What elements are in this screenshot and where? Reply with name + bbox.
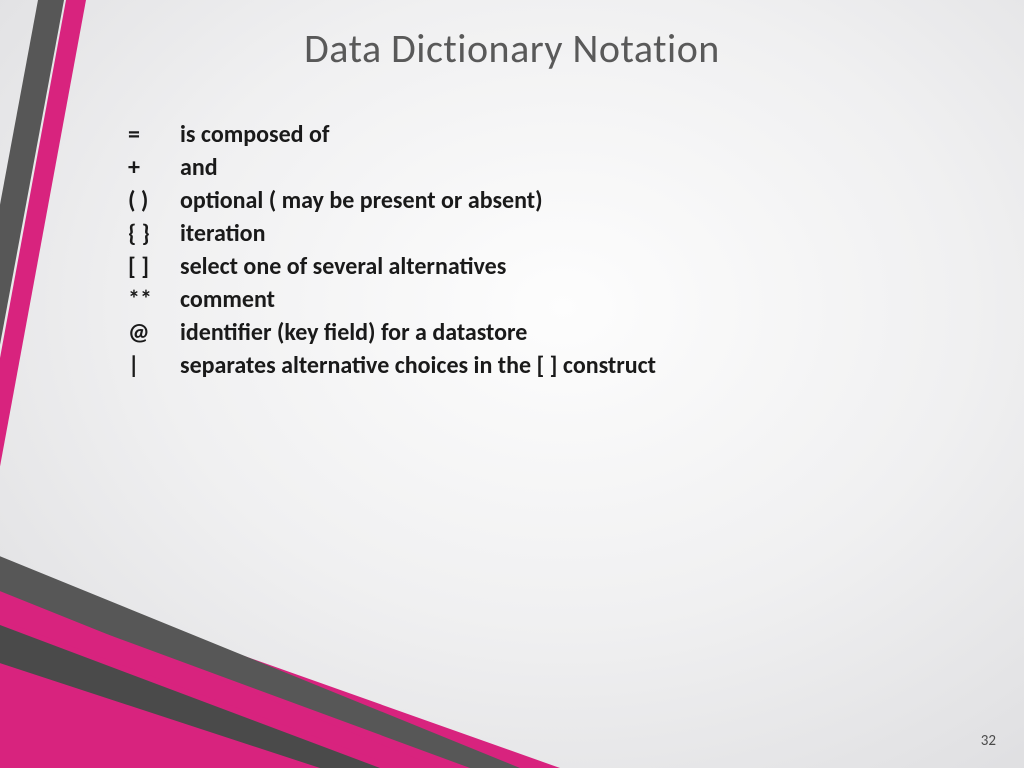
notation-description: comment — [180, 285, 275, 314]
notation-symbol: + — [128, 153, 180, 182]
notation-list: = is composed of + and ( ) optional ( ma… — [128, 120, 964, 384]
notation-symbol: { } — [128, 219, 180, 248]
slide-decoration — [0, 0, 1024, 768]
notation-symbol: = — [128, 120, 180, 149]
list-item: | separates alternative choices in the [… — [128, 351, 964, 380]
notation-description: optional ( may be present or absent) — [180, 186, 543, 215]
list-item: { } iteration — [128, 219, 964, 248]
notation-symbol: [ ] — [128, 252, 180, 281]
list-item: ( ) optional ( may be present or absent) — [128, 186, 964, 215]
list-item: [ ] select one of several alternatives — [128, 252, 964, 281]
list-item: @ identifier (key field) for a datastore — [128, 318, 964, 347]
notation-description: identifier (key field) for a datastore — [180, 318, 527, 347]
slide-title: Data Dictionary Notation — [0, 24, 1024, 73]
notation-description: select one of several alternatives — [180, 252, 506, 281]
notation-description: is composed of — [180, 120, 329, 149]
list-item: + and — [128, 153, 964, 182]
page-number: 32 — [981, 732, 996, 750]
notation-description: iteration — [180, 219, 265, 248]
notation-symbol: ( ) — [128, 186, 180, 215]
list-item: ** comment — [128, 285, 964, 314]
notation-description: and — [180, 153, 218, 182]
notation-symbol: ** — [128, 285, 180, 314]
notation-description: separates alternative choices in the [ ]… — [180, 351, 656, 380]
notation-symbol: @ — [128, 318, 180, 347]
notation-symbol: | — [128, 351, 180, 380]
list-item: = is composed of — [128, 120, 964, 149]
